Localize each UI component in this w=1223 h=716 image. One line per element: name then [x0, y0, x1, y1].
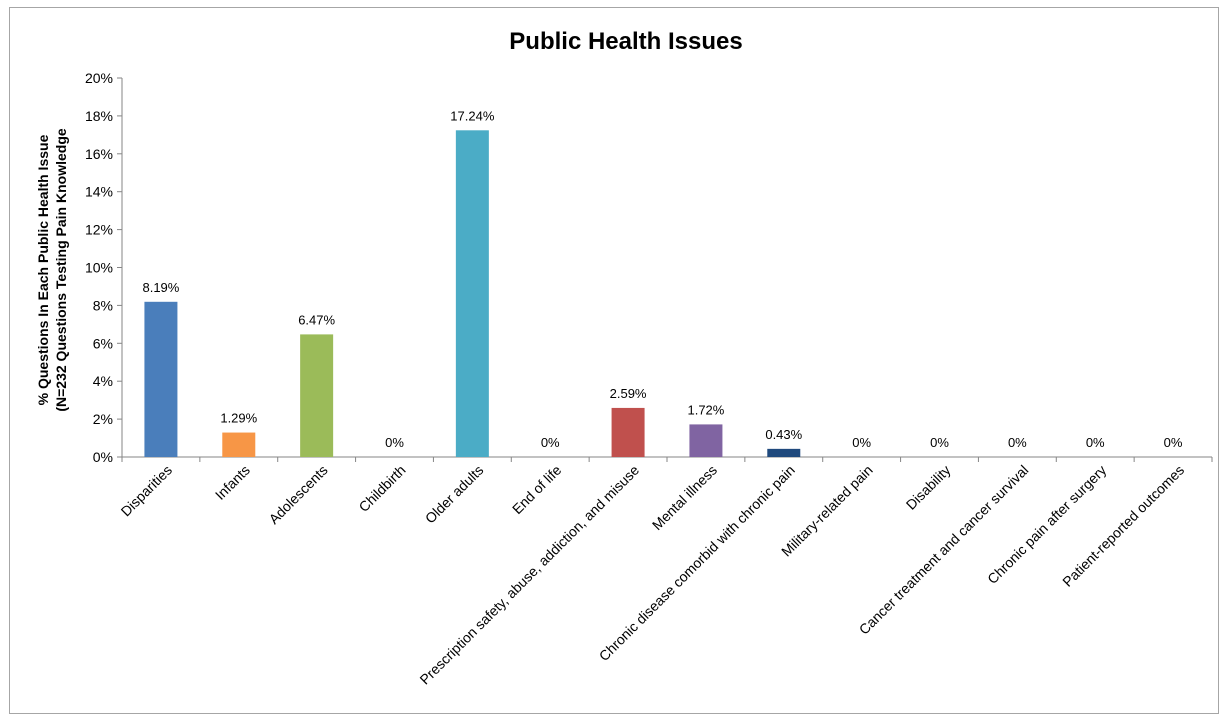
data-label: 17.24% [450, 108, 495, 123]
bar [611, 407, 645, 457]
data-label: 0% [1164, 435, 1183, 450]
x-tick-label: Mental illness [649, 462, 720, 533]
y-tick-label: 4% [93, 373, 113, 389]
y-tick-label: 0% [93, 449, 113, 465]
bar [689, 424, 723, 457]
y-tick-label: 12% [85, 222, 113, 238]
plot-area: 0% 2% 4% 6% 8% 10% 12% 14% 16% 18% 20% 8.19% Dispari… [85, 70, 1213, 688]
x-tick-label: End of life [509, 462, 564, 517]
data-label: 0% [852, 435, 871, 450]
chart-frame [9, 7, 1219, 714]
y-axis-label: % Questions In Each Public Health Issue … [35, 128, 69, 412]
bar [767, 448, 801, 457]
data-label: 0% [930, 435, 949, 450]
data-label: 8.19% [142, 280, 179, 295]
x-tick-label: Disability [903, 462, 954, 513]
data-label: 0% [541, 435, 560, 450]
y-axis-label-line-2: (N=232 Questions Testing Pain Knowledge [53, 128, 69, 412]
y-tick-label: 18% [85, 108, 113, 124]
y-tick-label: 8% [93, 297, 113, 313]
x-tick-label: Infants [212, 462, 253, 503]
data-label: 0% [385, 435, 404, 450]
data-label: 1.72% [687, 402, 724, 417]
data-label: 0% [1086, 435, 1105, 450]
y-tick-label: 6% [93, 335, 113, 351]
x-tick-label: Disparities [118, 462, 176, 520]
data-label: 6.47% [298, 312, 335, 327]
y-tick-label: 10% [85, 260, 113, 276]
data-label: 0.43% [765, 427, 802, 442]
bar [144, 301, 178, 457]
x-tick-label: Older adults [422, 462, 487, 527]
y-tick-label: 14% [85, 184, 113, 200]
x-tick-label: Cancer treatment and cancer survival [856, 462, 1032, 638]
bar [222, 432, 256, 457]
y-tick-label: 20% [85, 70, 113, 86]
y-tick-label: 16% [85, 146, 113, 162]
x-tick-label: Childbirth [355, 462, 408, 515]
bar [455, 130, 489, 457]
data-label: 0% [1008, 435, 1027, 450]
data-label: 1.29% [220, 411, 257, 426]
data-label: 2.59% [610, 386, 647, 401]
chart-title: Public Health Issues [509, 28, 742, 55]
y-axis-label-line-1: % Questions In Each Public Health Issue [35, 134, 51, 405]
bar [300, 334, 334, 457]
x-tick-label: Adolescents [266, 462, 331, 527]
y-tick-label: 2% [93, 411, 113, 427]
